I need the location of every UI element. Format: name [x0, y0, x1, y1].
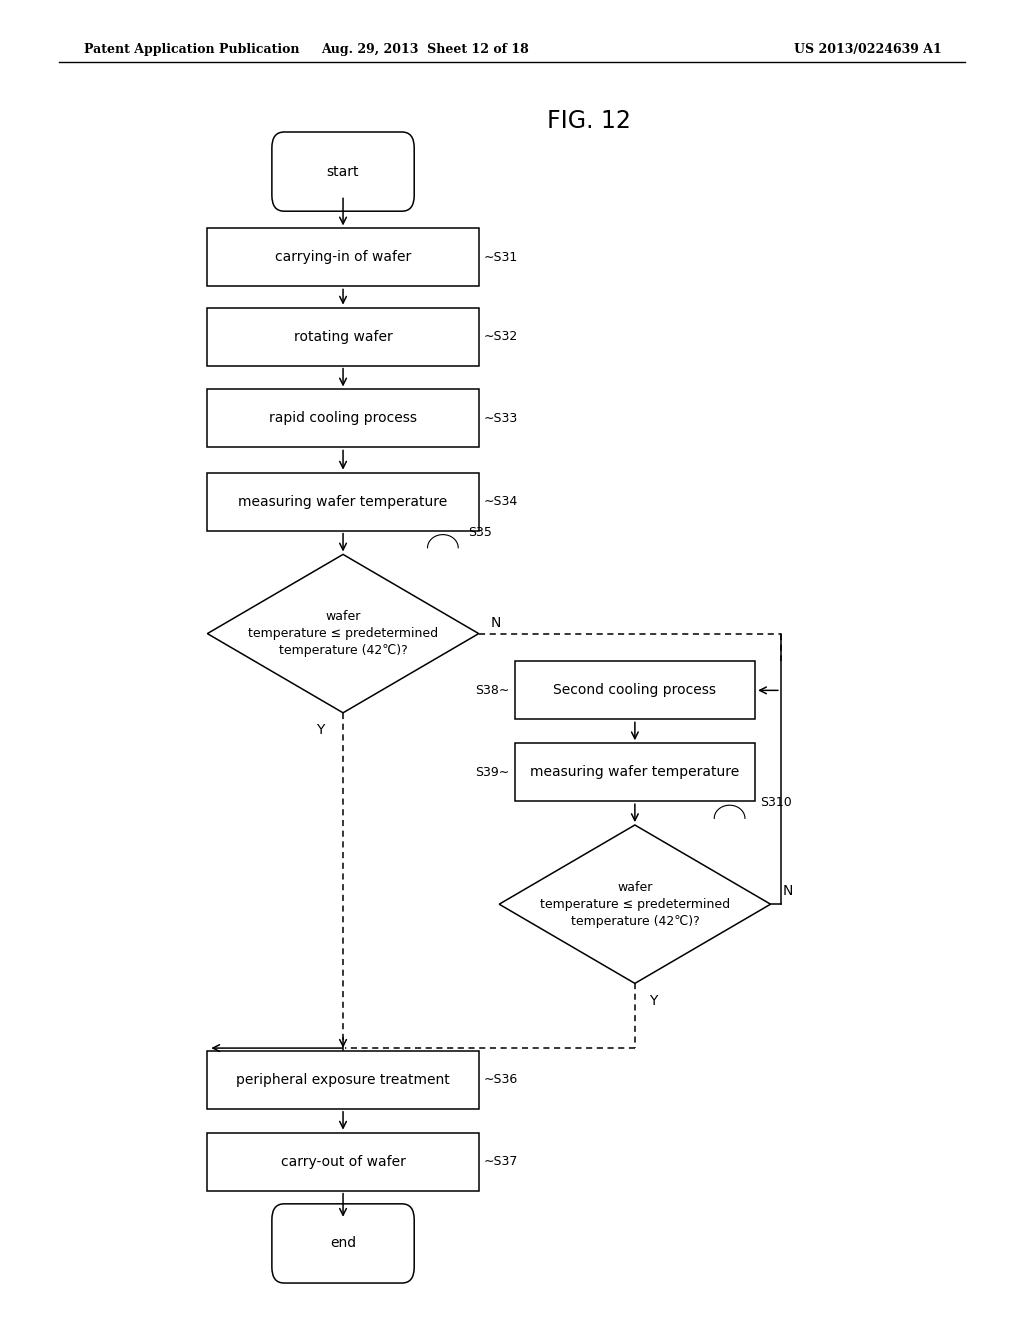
FancyBboxPatch shape	[207, 389, 479, 447]
FancyBboxPatch shape	[207, 228, 479, 286]
FancyBboxPatch shape	[207, 473, 479, 531]
Text: Y: Y	[649, 994, 657, 1008]
Text: Patent Application Publication: Patent Application Publication	[84, 44, 299, 55]
Text: wafer
temperature ≤ predetermined
temperature (42℃)?: wafer temperature ≤ predetermined temper…	[248, 610, 438, 657]
Text: FIG. 12: FIG. 12	[547, 110, 631, 133]
Polygon shape	[500, 825, 770, 983]
FancyBboxPatch shape	[272, 132, 414, 211]
Text: end: end	[330, 1237, 356, 1250]
FancyBboxPatch shape	[514, 661, 755, 719]
Text: rotating wafer: rotating wafer	[294, 330, 392, 343]
Text: carry-out of wafer: carry-out of wafer	[281, 1155, 406, 1168]
Text: wafer
temperature ≤ predetermined
temperature (42℃)?: wafer temperature ≤ predetermined temper…	[540, 880, 730, 928]
Text: N: N	[492, 616, 502, 630]
Polygon shape	[207, 554, 479, 713]
Text: Aug. 29, 2013  Sheet 12 of 18: Aug. 29, 2013 Sheet 12 of 18	[322, 44, 528, 55]
FancyBboxPatch shape	[272, 1204, 414, 1283]
Text: S310: S310	[760, 796, 793, 809]
Text: ∼S31: ∼S31	[484, 251, 518, 264]
Text: ∼S36: ∼S36	[484, 1073, 518, 1086]
Text: ∼S34: ∼S34	[484, 495, 518, 508]
Text: carrying-in of wafer: carrying-in of wafer	[274, 251, 412, 264]
Text: S39∼: S39∼	[475, 766, 509, 779]
FancyBboxPatch shape	[207, 308, 479, 366]
FancyBboxPatch shape	[514, 743, 755, 801]
Text: measuring wafer temperature: measuring wafer temperature	[530, 766, 739, 779]
Text: ∼S33: ∼S33	[484, 412, 518, 425]
Text: S35: S35	[469, 525, 493, 539]
Text: peripheral exposure treatment: peripheral exposure treatment	[237, 1073, 450, 1086]
Text: N: N	[782, 884, 794, 898]
Text: Second cooling process: Second cooling process	[553, 684, 717, 697]
Text: ∼S37: ∼S37	[484, 1155, 518, 1168]
Text: ∼S32: ∼S32	[484, 330, 518, 343]
FancyBboxPatch shape	[207, 1051, 479, 1109]
Text: S38∼: S38∼	[475, 684, 509, 697]
FancyBboxPatch shape	[207, 1133, 479, 1191]
Text: US 2013/0224639 A1: US 2013/0224639 A1	[795, 44, 942, 55]
Text: rapid cooling process: rapid cooling process	[269, 412, 417, 425]
Text: start: start	[327, 165, 359, 178]
Text: measuring wafer temperature: measuring wafer temperature	[239, 495, 447, 508]
Text: Y: Y	[316, 723, 325, 738]
